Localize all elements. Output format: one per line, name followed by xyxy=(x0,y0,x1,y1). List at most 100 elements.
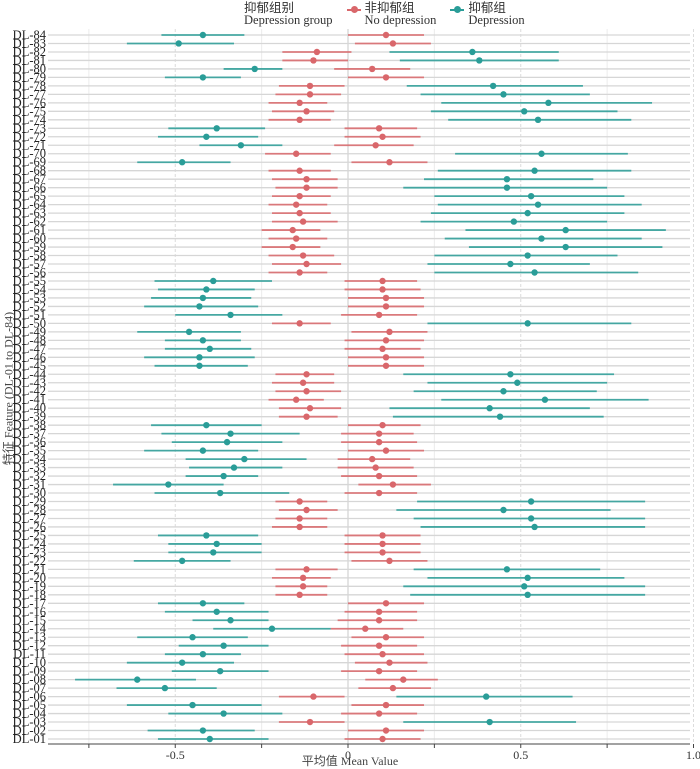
mean-point-no_dep xyxy=(368,455,376,463)
legend-label-en: Depression xyxy=(468,13,525,27)
mean-point-no_dep xyxy=(299,218,307,225)
mean-point-no_dep xyxy=(382,337,390,344)
y-tick-label: DL-19 xyxy=(13,579,46,593)
mean-point-dep xyxy=(220,472,227,480)
legend-key-depression xyxy=(450,4,465,16)
y-tick-label: DL-29 xyxy=(13,495,46,509)
x-tick-label: 0 xyxy=(345,748,351,762)
mean-point-no_dep xyxy=(382,74,390,81)
mean-point-dep xyxy=(227,430,234,437)
mean-point-no_dep xyxy=(382,634,390,641)
legend: 抑郁组别 Depression group 非抑郁组 No depression… xyxy=(244,1,525,27)
mean-point-dep xyxy=(216,667,224,675)
mean-point-dep xyxy=(199,727,207,734)
y-tick-label: DL-10 xyxy=(13,656,46,670)
y-tick-label: DL-08 xyxy=(13,673,46,687)
mean-point-dep xyxy=(476,57,483,64)
y-tick-label: DL-38 xyxy=(13,418,46,432)
y-tick-label: DL-72 xyxy=(13,130,46,144)
mean-point-no_dep xyxy=(292,396,300,403)
mean-point-no_dep xyxy=(386,557,393,565)
mean-point-dep xyxy=(196,303,203,310)
y-tick-label: DL-77 xyxy=(13,87,46,101)
mean-point-dep xyxy=(562,226,569,234)
mean-point-dep xyxy=(199,74,207,81)
y-tick-label: DL-44 xyxy=(13,367,47,381)
mean-point-no_dep xyxy=(375,438,383,446)
mean-point-dep xyxy=(503,175,511,183)
mean-point-dep xyxy=(199,650,207,658)
y-tick-label: DL-27 xyxy=(13,511,46,525)
y-tick-label: DL-71 xyxy=(13,138,46,152)
legend-title-zh: 抑郁组别 xyxy=(244,1,295,15)
y-tick-label: DL-54 xyxy=(13,282,47,296)
mean-point-no_dep xyxy=(389,684,397,692)
mean-point-no_dep xyxy=(386,159,393,166)
mean-point-no_dep xyxy=(389,481,397,488)
mean-point-dep xyxy=(510,218,518,225)
mean-point-no_dep xyxy=(375,311,383,319)
y-tick-label: DL-79 xyxy=(13,70,46,84)
y-tick-label: DL-35 xyxy=(13,444,46,458)
y-tick-label: DL-57 xyxy=(13,257,46,271)
mean-point-no_dep xyxy=(375,667,383,675)
mean-point-no_dep xyxy=(379,540,386,548)
mean-point-no_dep xyxy=(372,464,379,471)
mean-point-dep xyxy=(210,549,217,556)
y-tick-label: DL-20 xyxy=(13,571,46,585)
legend-item-depression[interactable]: 抑郁组 Depression xyxy=(450,1,525,27)
mean-point-dep xyxy=(503,566,511,573)
mean-point-no_dep xyxy=(379,345,386,353)
mean-point-no_dep xyxy=(375,472,383,480)
legend-item-no-depression[interactable]: 非抑郁组 No depression xyxy=(346,1,436,26)
mean-point-no_dep xyxy=(303,108,310,115)
mean-point-dep xyxy=(189,701,196,709)
mean-point-dep xyxy=(521,583,528,590)
mean-point-dep xyxy=(178,159,186,166)
y-tick-label: DL-52 xyxy=(13,299,46,313)
y-tick-label: DL-36 xyxy=(13,435,46,449)
mean-point-no_dep xyxy=(310,57,317,64)
legend-label-zh: 抑郁组 xyxy=(468,1,506,15)
mean-point-dep xyxy=(206,345,213,353)
y-tick-label: DL-21 xyxy=(13,562,46,576)
mean-point-no_dep xyxy=(375,642,383,649)
mean-point-dep xyxy=(213,608,220,615)
y-tick-label: DL-70 xyxy=(13,147,46,161)
mean-point-no_dep xyxy=(296,99,303,107)
mean-point-dep xyxy=(203,133,210,140)
y-tick-label: DL-25 xyxy=(13,528,46,542)
mean-point-no_dep xyxy=(296,591,303,599)
y-tick-label: DL-24 xyxy=(13,537,47,551)
mean-point-no_dep xyxy=(389,40,397,47)
y-tick-label: DL-23 xyxy=(13,545,46,559)
legend-label-zh: 非抑郁组 xyxy=(364,1,415,15)
y-tick-label: DL-74 xyxy=(13,113,47,127)
mean-point-dep xyxy=(241,455,248,463)
mean-point-dep xyxy=(527,515,535,522)
y-tick-label: DL-09 xyxy=(13,664,46,678)
mean-point-no_dep xyxy=(368,65,376,73)
mean-point-dep xyxy=(524,574,531,582)
mean-point-no_dep xyxy=(296,320,303,327)
mean-point-dep xyxy=(251,65,258,73)
mean-point-no_dep xyxy=(306,82,314,90)
y-tick-label: DL-17 xyxy=(13,596,46,610)
mean-point-no_dep xyxy=(379,735,386,743)
mean-point-no_dep xyxy=(313,48,321,56)
y-tick-label: DL-01 xyxy=(13,732,46,746)
mean-point-dep xyxy=(486,405,493,412)
mean-point-dep xyxy=(541,396,549,403)
mean-point-dep xyxy=(527,498,535,505)
y-tick-label: DL-60 xyxy=(13,232,46,246)
y-tick-label: DL-12 xyxy=(13,639,46,653)
mean-point-dep xyxy=(203,286,210,293)
y-tick-label: DL-11 xyxy=(13,647,46,661)
y-tick-label: DL-53 xyxy=(13,291,46,305)
mean-point-no_dep xyxy=(400,676,407,683)
y-tick-label: DL-47 xyxy=(13,342,46,356)
y-tick-label: DL-26 xyxy=(13,520,46,534)
mean-point-no_dep xyxy=(375,608,383,615)
y-axis-label: 特征 Feature (DL-01 to DL-84) xyxy=(1,311,16,466)
mean-point-no_dep xyxy=(296,209,303,217)
